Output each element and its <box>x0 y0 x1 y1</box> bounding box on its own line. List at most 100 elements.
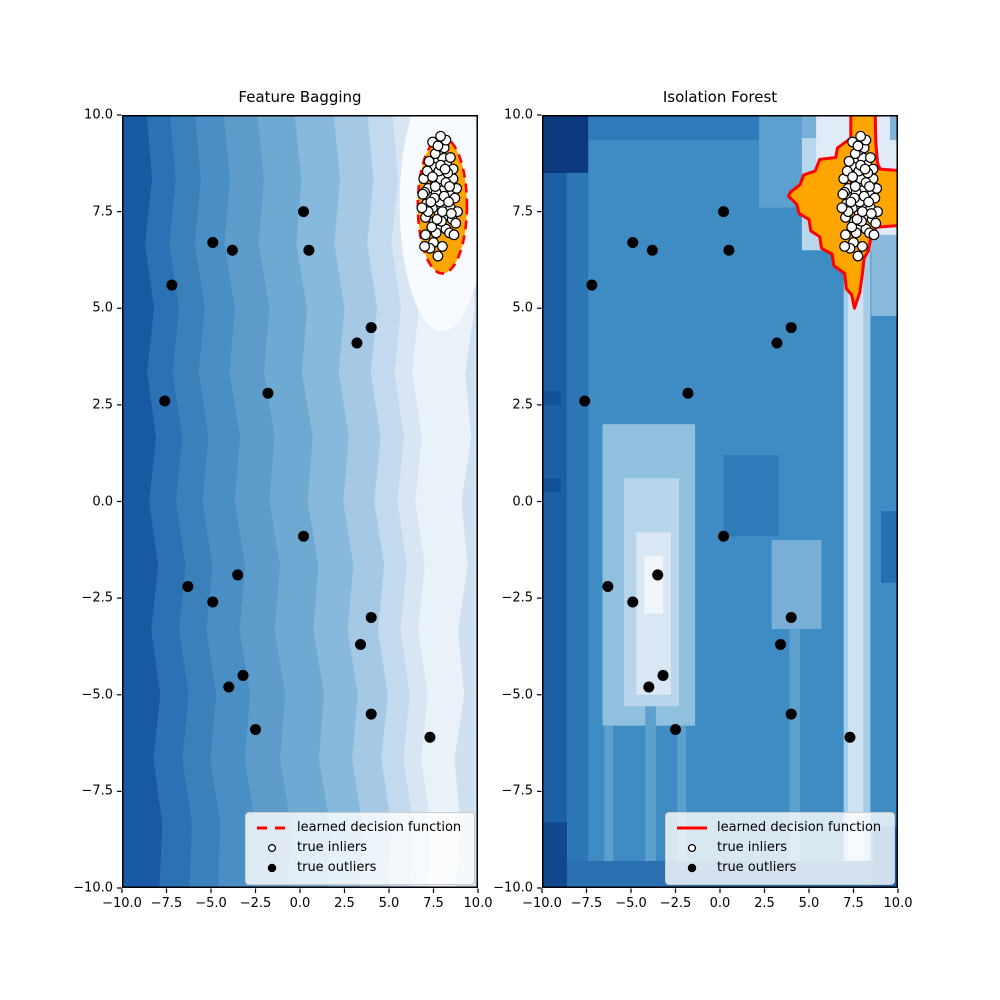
y-tick-label: −7.5 <box>81 783 113 799</box>
filled-circle-icon <box>254 862 290 874</box>
outlier-point <box>365 322 377 334</box>
dashed-red-line-icon <box>254 825 290 831</box>
x-tick-label: −5.0 <box>615 896 647 911</box>
y-tick-label: 5.0 <box>92 300 113 316</box>
outlier-point <box>785 322 797 334</box>
y-tick-label: 2.5 <box>512 397 533 413</box>
outlier-point <box>627 237 639 249</box>
inlier-point <box>846 221 858 233</box>
outlier-point <box>226 244 238 256</box>
outlier-point <box>365 611 377 623</box>
panel-isolation-forest: Isolation Forest learned decision functi… <box>493 88 912 911</box>
outlier-point <box>351 337 363 349</box>
x-tick-label: 2.5 <box>334 896 355 911</box>
legend-label: learned decision function <box>717 820 882 835</box>
y-tick-label: 0.0 <box>92 494 113 509</box>
axes-spine <box>122 115 478 888</box>
inlier-point <box>847 171 859 183</box>
y-tick-label: −2.5 <box>501 590 533 606</box>
y-tick-label: −10.0 <box>73 880 113 896</box>
inlier-point <box>857 241 868 252</box>
outlier-point <box>355 639 367 651</box>
outlier-point <box>657 669 669 681</box>
outlier-point <box>646 244 658 256</box>
inlier-point <box>859 163 871 175</box>
x-tick-label: −2.5 <box>659 896 692 911</box>
legend-label: true inliers <box>297 840 368 855</box>
inlier-point <box>420 229 431 241</box>
inlier-point <box>863 196 875 208</box>
outlier-point <box>207 237 219 249</box>
solid-red-line-icon <box>674 825 710 831</box>
outlier-point <box>182 581 194 593</box>
y-tick-label: 7.5 <box>512 204 533 220</box>
inlier-point <box>432 250 444 262</box>
inlier-point <box>845 196 857 208</box>
outlier-point <box>237 669 249 681</box>
legend: learned decision function true inliers t… <box>665 812 895 885</box>
x-tick-label: −10.0 <box>522 896 562 911</box>
x-tick-label: 10.0 <box>883 896 913 911</box>
inlier-point <box>450 217 462 229</box>
y-tick-label: 5.0 <box>512 300 533 316</box>
outlier-point <box>627 596 639 608</box>
x-tick-label: −7.5 <box>570 896 603 911</box>
inlier-point <box>864 181 875 192</box>
outlier-point <box>262 387 274 399</box>
outlier-point <box>771 337 783 349</box>
open-circle-icon <box>254 842 290 854</box>
legend-item-true-inliers: true inliers <box>254 838 466 858</box>
x-tick-label: −7.5 <box>150 896 183 911</box>
outlier-point <box>718 530 730 542</box>
outlier-point <box>670 724 681 736</box>
y-tick-label: 0.0 <box>512 494 533 509</box>
outlier-point <box>166 279 178 291</box>
inlier-point <box>852 250 864 262</box>
legend-item-decision-function: learned decision function <box>674 818 886 838</box>
inlier-point <box>857 206 868 218</box>
inlier-point <box>445 152 456 163</box>
inlier-point <box>852 140 864 152</box>
x-tick-label: −2.5 <box>239 896 272 911</box>
inlier-point <box>865 152 876 163</box>
outlier-point <box>602 581 614 593</box>
inlier-point <box>439 163 451 175</box>
inlier-point <box>431 213 443 225</box>
outlier-point <box>159 395 171 407</box>
contour-scatter-plot <box>537 114 899 893</box>
open-circle-icon <box>674 842 710 854</box>
outlier-point <box>232 569 244 581</box>
inlier-point <box>837 188 849 200</box>
y-tick-label: 2.5 <box>92 397 113 413</box>
legend-item-true-outliers: true outliers <box>254 858 466 878</box>
inlier-point <box>448 229 460 241</box>
panel-title: Feature Bagging <box>238 88 362 106</box>
y-tick-label: −10.0 <box>493 880 533 896</box>
outlier-point <box>682 387 694 399</box>
inlier-point <box>445 208 457 219</box>
inlier-point <box>868 229 880 241</box>
inlier-point <box>855 130 867 142</box>
x-tick-label: 2.5 <box>754 896 775 911</box>
outlier-point <box>652 569 664 581</box>
outlier-point <box>785 708 797 720</box>
y-tick-label: 10.0 <box>504 107 533 123</box>
inlier-point <box>851 213 863 225</box>
inlier-point <box>865 208 877 219</box>
outlier-point <box>643 681 655 693</box>
outlier-point <box>365 708 377 720</box>
x-tick-label: 10.0 <box>463 896 493 911</box>
axes-spine <box>542 115 898 888</box>
outlier-point <box>424 731 436 743</box>
tick-marks <box>117 114 479 893</box>
inlier-point <box>429 181 441 192</box>
outlier-point <box>207 596 219 608</box>
scatter-points <box>579 130 883 743</box>
inlier-point <box>427 171 439 183</box>
scatter-points <box>159 130 463 743</box>
panel-feature-bagging: Feature Bagging learned decision functio… <box>73 88 492 911</box>
inlier-point <box>437 241 448 252</box>
legend-label: true inliers <box>717 840 788 855</box>
outlier-point <box>579 395 591 407</box>
